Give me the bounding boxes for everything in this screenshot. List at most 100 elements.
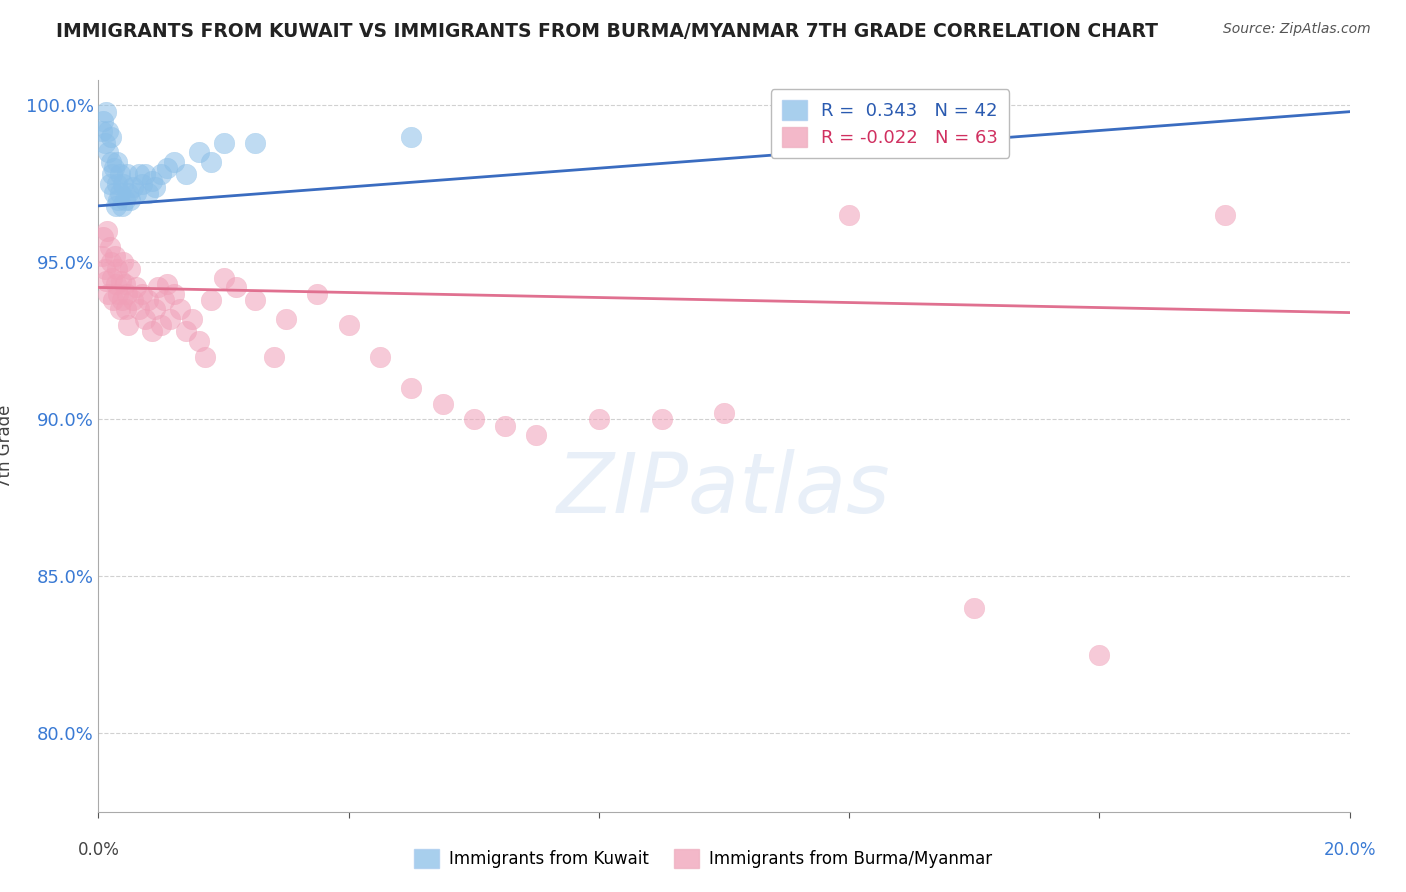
Point — [93, 136, 115, 150]
Point — [174, 325, 197, 339]
Point — [650, 412, 672, 426]
Point — [141, 325, 163, 339]
Point — [243, 293, 266, 307]
Point — [212, 136, 235, 150]
Legend: Immigrants from Kuwait, Immigrants from Burma/Myanmar: Immigrants from Kuwait, Immigrants from … — [408, 843, 998, 875]
Point — [212, 271, 235, 285]
Point — [181, 311, 204, 326]
Point — [117, 318, 139, 333]
Point — [588, 412, 610, 426]
Point — [526, 428, 548, 442]
Point — [134, 168, 156, 182]
Point — [121, 293, 143, 307]
Point — [463, 412, 485, 426]
Point — [187, 145, 209, 160]
Point — [156, 277, 179, 292]
Point — [263, 350, 285, 364]
Point — [1088, 648, 1111, 662]
Point — [100, 129, 122, 144]
Point — [97, 145, 120, 160]
Point — [93, 261, 115, 276]
Point — [110, 186, 132, 201]
Point — [104, 199, 127, 213]
Point — [110, 168, 132, 182]
Point — [128, 302, 150, 317]
Point — [101, 271, 124, 285]
Point — [105, 261, 128, 276]
Text: IMMIGRANTS FROM KUWAIT VS IMMIGRANTS FROM BURMA/MYANMAR 7TH GRADE CORRELATION CH: IMMIGRANTS FROM KUWAIT VS IMMIGRANTS FRO… — [56, 22, 1159, 41]
Point — [97, 123, 120, 137]
Point — [107, 286, 129, 301]
Point — [494, 418, 516, 433]
Point — [159, 311, 181, 326]
Point — [200, 293, 222, 307]
Text: 0.0%: 0.0% — [77, 841, 120, 859]
Point — [115, 302, 138, 317]
Point — [143, 302, 166, 317]
Point — [105, 155, 128, 169]
Point — [104, 277, 127, 292]
Point — [111, 199, 134, 213]
Point — [131, 177, 153, 191]
Point — [307, 286, 329, 301]
Point — [121, 180, 143, 194]
Legend: R =  0.343   N = 42, R = -0.022   N = 63: R = 0.343 N = 42, R = -0.022 N = 63 — [770, 89, 1010, 158]
Point — [97, 286, 120, 301]
Point — [713, 406, 735, 420]
Point — [337, 318, 360, 333]
Point — [104, 249, 127, 263]
Point — [90, 123, 112, 137]
Point — [114, 277, 136, 292]
Point — [162, 155, 184, 169]
Point — [107, 193, 129, 207]
Point — [117, 186, 139, 201]
Point — [131, 286, 153, 301]
Point — [134, 311, 156, 326]
Point — [110, 274, 132, 288]
Point — [150, 318, 173, 333]
Point — [100, 255, 122, 269]
Point — [112, 255, 135, 269]
Point — [368, 350, 391, 364]
Point — [174, 168, 197, 182]
Point — [101, 168, 124, 182]
Point — [838, 208, 860, 222]
Point — [401, 129, 423, 144]
Point — [143, 180, 166, 194]
Text: 20.0%: 20.0% — [1323, 841, 1376, 859]
Y-axis label: 7th Grade: 7th Grade — [0, 404, 14, 488]
Point — [156, 161, 179, 176]
Point — [150, 168, 173, 182]
Point — [225, 280, 247, 294]
Point — [162, 286, 184, 301]
Point — [128, 168, 150, 182]
Point — [125, 280, 148, 294]
Point — [243, 136, 266, 150]
Point — [169, 302, 191, 317]
Point — [105, 177, 128, 191]
Point — [274, 311, 298, 326]
Point — [138, 186, 160, 201]
Point — [187, 334, 209, 348]
Point — [115, 168, 138, 182]
Point — [103, 293, 125, 307]
Text: ZIPatlas: ZIPatlas — [557, 450, 891, 531]
Point — [98, 177, 121, 191]
Point — [94, 104, 117, 119]
Point — [103, 186, 125, 201]
Point — [90, 249, 112, 263]
Point — [194, 350, 217, 364]
Point — [93, 230, 115, 244]
Point — [112, 177, 135, 191]
Point — [98, 240, 121, 254]
Point — [115, 286, 138, 301]
Point — [93, 114, 115, 128]
Point — [114, 193, 136, 207]
Point — [200, 155, 222, 169]
Point — [141, 174, 163, 188]
Point — [125, 186, 148, 201]
Point — [94, 274, 117, 288]
Point — [401, 381, 423, 395]
Text: Source: ZipAtlas.com: Source: ZipAtlas.com — [1223, 22, 1371, 37]
Point — [838, 98, 860, 112]
